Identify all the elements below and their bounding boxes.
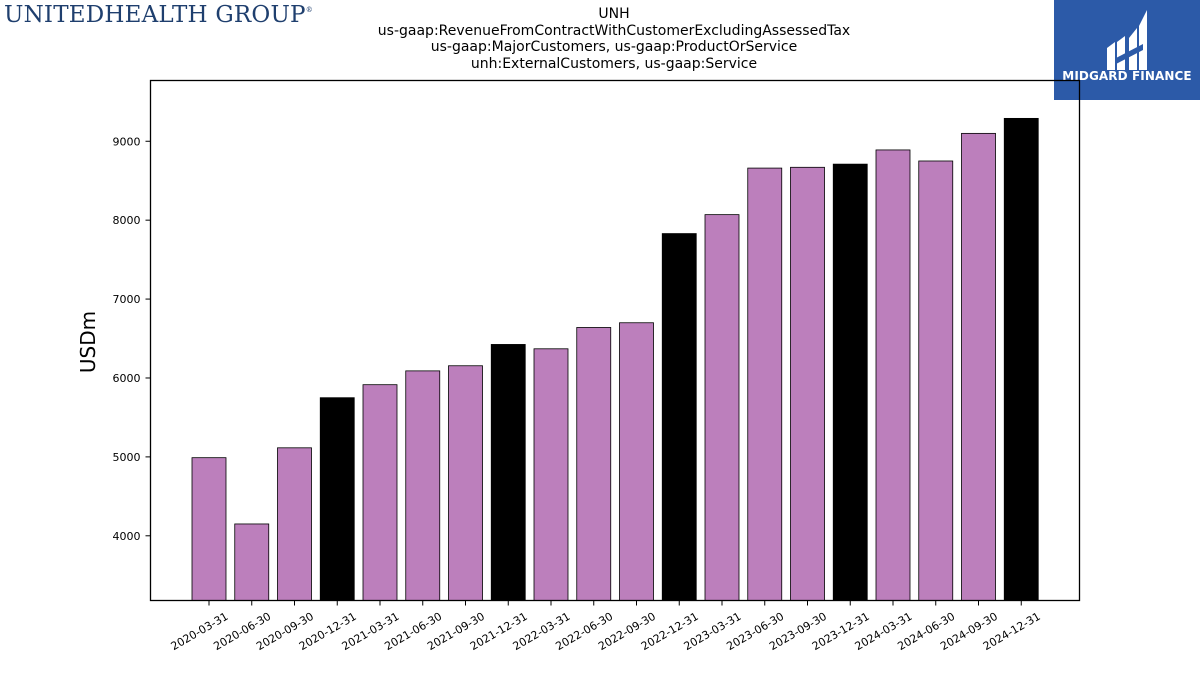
chart-subtitle-line-3: unh:ExternalCustomers, us-gaap:Service [470,55,758,72]
midgard-mark-icon [1107,10,1147,70]
bar-2024-09-30 [961,132,996,601]
y-axis-label: USDm [76,311,100,373]
y-tick-label: 8000 [113,214,141,227]
bars-group [191,117,1039,601]
bar-2020-03-31 [191,457,227,601]
chart-title-block: UNH us-gaap:RevenueFromContractWithCusto… [350,6,878,72]
bar-2021-09-30 [448,365,483,601]
midgard-wordmark: MIDGARD FINANCE [1062,69,1192,83]
bar-2020-06-30 [234,523,270,601]
y-axis: 4000 5000 6000 7000 8000 9000 [113,135,151,543]
bar-2022-12-31 [661,233,697,601]
bar-2022-06-30 [576,327,612,601]
bar-2021-06-30 [405,370,441,601]
chart-subtitle-line-1: us-gaap:RevenueFromContractWithCustomerE… [377,22,851,39]
bar-2024-12-31 [1003,117,1039,601]
unitedhealth-group-logo: UNITEDHEALTH GROUP® [4,2,313,28]
bar-2023-03-31 [704,214,740,601]
bar-2024-03-31 [875,149,911,601]
bar-2022-03-31 [533,348,569,601]
bar-2021-03-31 [362,384,398,601]
bar-2022-09-30 [619,322,654,601]
y-tick-label: 6000 [113,372,141,385]
y-tick-label: 4000 [113,530,141,543]
bar-2021-12-31 [490,344,526,601]
plot-frame [149,79,1081,602]
bar-2023-09-30 [790,166,825,601]
y-tick-label: 9000 [113,135,141,148]
bar-2023-12-31 [832,163,868,601]
x-axis: 2020-03-312020-06-302020-09-302020-12-31… [169,600,1043,653]
bar-2020-12-31 [319,397,355,601]
chart-subtitle-line-2: us-gaap:MajorCustomers, us-gaap:ProductO… [430,39,798,55]
bar-2024-06-30 [918,160,954,601]
y-tick-label: 7000 [113,293,141,306]
chart-title: UNH [598,6,630,22]
bar-2020-09-30 [277,447,312,601]
bar-2023-06-30 [747,167,783,601]
midgard-finance-logo: MIDGARD FINANCE [1054,0,1200,100]
y-tick-label: 5000 [113,451,141,464]
